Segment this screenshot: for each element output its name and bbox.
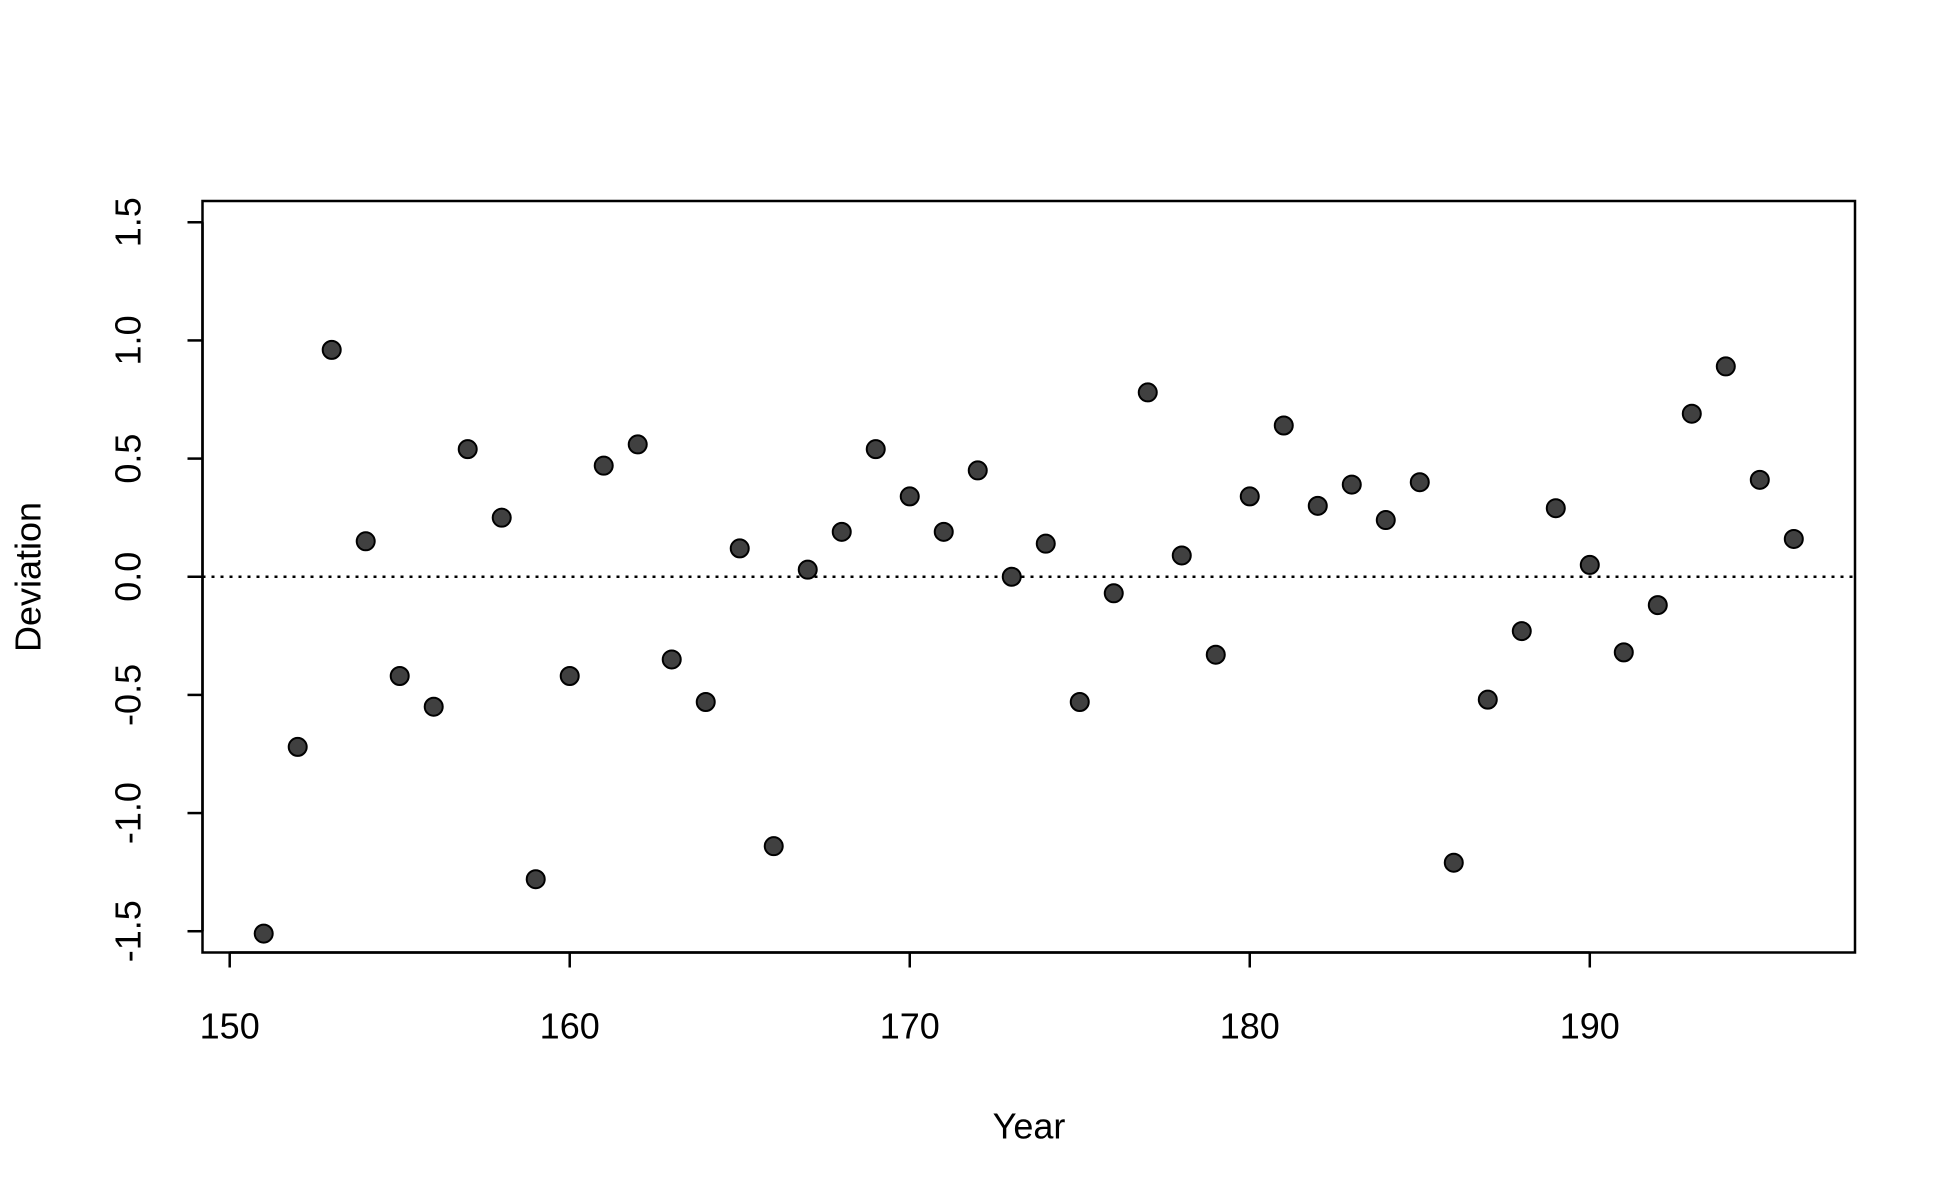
point	[525, 869, 546, 890]
x-tick-label: 150	[200, 1006, 260, 1047]
point	[1069, 692, 1090, 712]
point	[627, 434, 648, 455]
point	[1171, 545, 1192, 566]
point	[457, 439, 478, 460]
point	[287, 736, 308, 757]
point	[1715, 356, 1736, 377]
point	[797, 559, 818, 580]
point	[491, 507, 512, 528]
x-tick-label: 180	[1220, 1006, 1280, 1047]
point	[1681, 403, 1702, 424]
point	[1103, 583, 1124, 604]
point	[1307, 495, 1328, 516]
y-tick-label: 0.0	[108, 552, 149, 602]
point	[355, 531, 376, 552]
point	[1001, 566, 1022, 587]
point	[1205, 644, 1226, 665]
point	[1239, 486, 1260, 507]
point	[1579, 554, 1600, 575]
x-tick-label: 160	[540, 1006, 600, 1047]
point	[1647, 595, 1668, 616]
point	[1341, 474, 1362, 495]
point	[865, 439, 886, 460]
point	[1035, 533, 1056, 554]
x-axis-label: Year	[993, 1106, 1066, 1147]
point	[423, 696, 444, 717]
point	[695, 692, 716, 712]
point	[1783, 528, 1804, 549]
point	[967, 460, 988, 481]
point	[1273, 415, 1294, 436]
point	[321, 339, 342, 360]
point	[899, 486, 920, 507]
y-tick-label: -1.5	[108, 900, 149, 962]
point	[1409, 472, 1430, 493]
y-tick-label: -1.0	[108, 782, 149, 844]
point	[253, 923, 274, 944]
point	[1375, 510, 1396, 531]
point	[1443, 852, 1464, 873]
y-tick-label: -0.5	[108, 664, 149, 726]
x-tick-label: 190	[1560, 1006, 1620, 1047]
point	[1477, 689, 1498, 710]
point	[729, 538, 750, 559]
point	[1613, 642, 1634, 663]
point	[1749, 469, 1770, 490]
point	[593, 455, 614, 476]
point	[1511, 621, 1532, 642]
point	[661, 649, 682, 670]
point	[389, 666, 410, 687]
point	[559, 666, 580, 687]
point	[763, 836, 784, 857]
y-tick-label: 1.0	[108, 315, 149, 365]
point	[1137, 382, 1158, 403]
point	[933, 521, 954, 542]
point	[831, 521, 852, 542]
x-tick-label: 170	[880, 1006, 940, 1047]
y-tick-label: 1.5	[108, 197, 149, 247]
y-tick-label: 0.5	[108, 434, 149, 484]
point	[1545, 498, 1566, 519]
y-axis-label: Deviation	[8, 502, 49, 652]
